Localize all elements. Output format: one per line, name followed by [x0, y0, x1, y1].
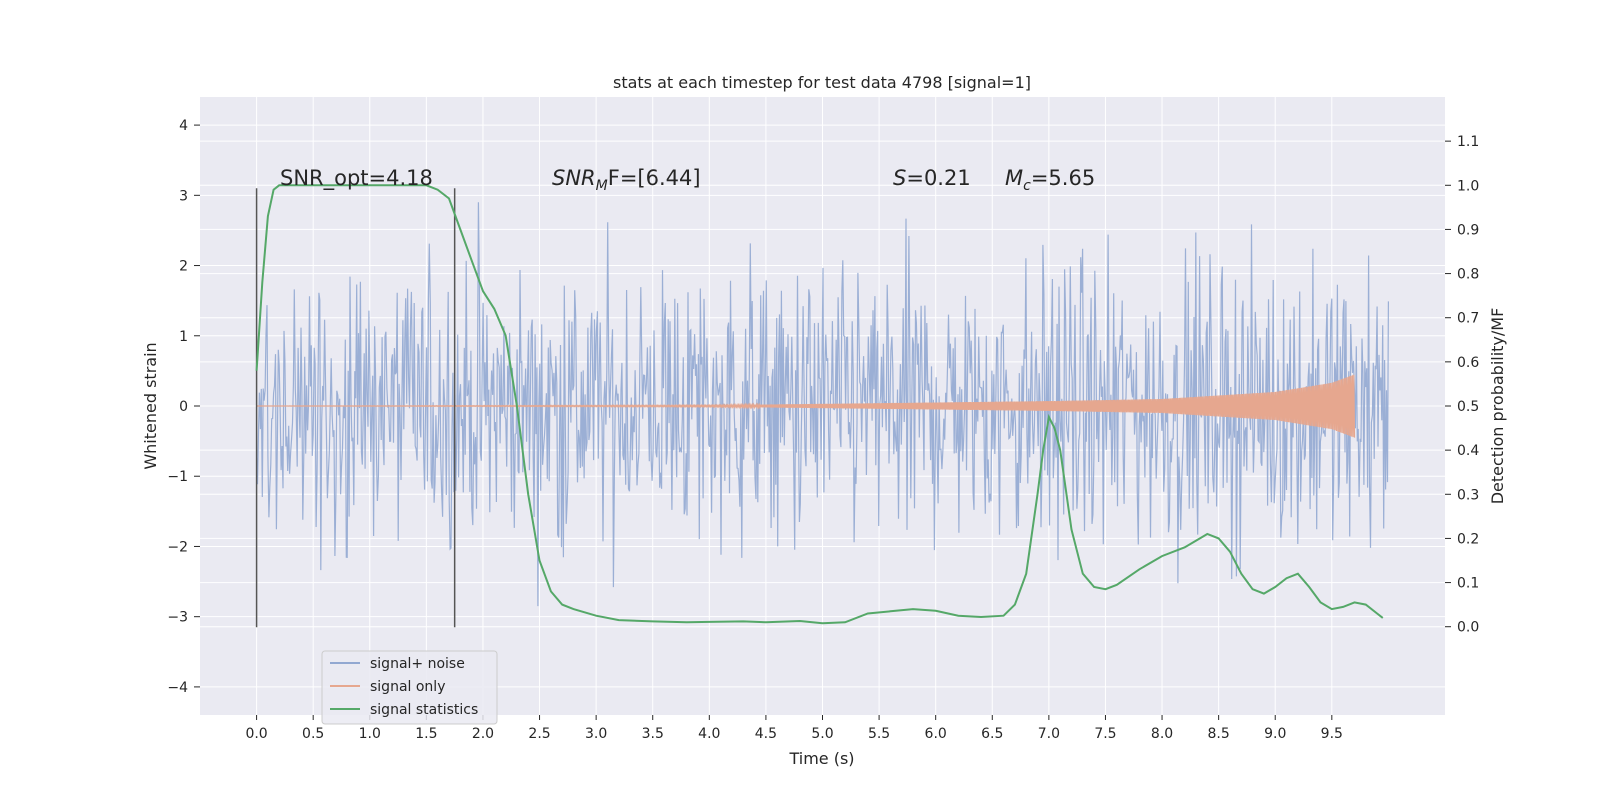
- x-tick-label-10: 5.0: [811, 726, 833, 742]
- series-signal-plus-noise: [256, 202, 1389, 607]
- x-tick-label-16: 8.0: [1151, 726, 1173, 742]
- left-y-tick-label-1: 3: [179, 188, 188, 204]
- legend-label-signal-only: signal only: [370, 679, 445, 695]
- left-y-tick-label-7: −3: [167, 610, 188, 626]
- right-y-tick-label-0: 1.1: [1457, 134, 1479, 150]
- x-tick-label-3: 1.5: [415, 726, 437, 742]
- x-tick-label-12: 6.0: [925, 726, 947, 742]
- x-tick-label-11: 5.5: [868, 726, 890, 742]
- right-y-tick-label-5: 0.6: [1457, 355, 1479, 371]
- x-tick-label-6: 3.0: [585, 726, 607, 742]
- x-tick-label-14: 7.0: [1038, 726, 1060, 742]
- right-y-tick-label-3: 0.8: [1457, 267, 1479, 283]
- signal-plus-noise-line: [256, 202, 1389, 607]
- x-tick-label-9: 4.5: [755, 726, 777, 742]
- snr-mf-subscript: M: [596, 178, 608, 194]
- series-signal-statistics: [255, 184, 1384, 625]
- left-y-tick-label-8: −4: [167, 680, 188, 696]
- s-value: =0.21: [906, 166, 970, 190]
- annotation-mc: Mc=5.65: [1005, 166, 1095, 194]
- x-axis-label: Time (s): [788, 749, 854, 768]
- x-tick-label-4: 2.0: [472, 726, 494, 742]
- right-y-tick-label-4: 0.7: [1457, 311, 1479, 327]
- right-y-tick-label-1: 1.0: [1457, 178, 1479, 194]
- left-y-tick-label-6: −2: [167, 539, 188, 555]
- right-y-tick-label-6: 0.5: [1457, 399, 1479, 415]
- mc-value: =5.65: [1031, 166, 1095, 190]
- right-y-tick-label-7: 0.4: [1457, 443, 1479, 459]
- x-tick-label-0: 0.0: [245, 726, 267, 742]
- annotation-s: S=0.21: [893, 166, 971, 190]
- x-tick-label-1: 0.5: [302, 726, 324, 742]
- x-axis-ticks: 0.0 0.5 1.0 1.5 2.0 2.5 3.0 3.5 4.0 4.5 5.0 5.5 6.0 6…: [245, 715, 1343, 742]
- snr-mf-prefix: SNR: [552, 166, 596, 190]
- right-y-axis-ticks: 1.1 1.0 0.9 0.8 0.7 0.6 0.5 0.4 0.3 0.2 0.1 0.0: [1445, 134, 1479, 636]
- annotation-snr-opt: SNR_opt=4.18: [280, 166, 433, 191]
- vertical-markers: [255, 188, 456, 628]
- legend-label-signal-statistics: signal statistics: [370, 702, 478, 718]
- x-tick-label-13: 6.5: [981, 726, 1003, 742]
- x-tick-label-5: 2.5: [528, 726, 550, 742]
- legend-label-signal-plus-noise: signal+ noise: [370, 656, 465, 672]
- s-variable: S: [893, 166, 906, 190]
- left-y-tick-label-4: 0: [179, 399, 188, 415]
- x-tick-label-7: 3.5: [642, 726, 664, 742]
- series-signal-only: [256, 374, 1356, 438]
- x-tick-label-2: 1.0: [359, 726, 381, 742]
- left-y-tick-label-0: 4: [179, 118, 188, 134]
- mc-variable: M: [1005, 166, 1023, 190]
- right-y-axis-label: Detection probability/MF: [1488, 308, 1507, 505]
- snr-mf-value: F=[6.44]: [608, 166, 701, 190]
- right-y-tick-label-8: 0.3: [1457, 487, 1479, 503]
- annotation-snr-mf: SNRMF=[6.44]: [552, 166, 701, 194]
- x-tick-label-8: 4.0: [698, 726, 720, 742]
- right-y-tick-label-2: 0.9: [1457, 222, 1479, 238]
- left-y-axis-label: Whitened strain: [141, 342, 160, 469]
- x-tick-label-17: 8.5: [1208, 726, 1230, 742]
- legend: signal+ noise signal only signal statist…: [321, 650, 498, 725]
- left-y-tick-label-2: 2: [179, 259, 188, 275]
- signal-only-line: [256, 374, 1356, 438]
- left-y-tick-label-5: −1: [167, 469, 188, 485]
- left-y-axis-ticks: 4 3 2 1 0 −1 −2 −3 −4: [167, 118, 200, 696]
- chart-title: stats at each timestep for test data 479…: [613, 73, 1031, 92]
- x-tick-label-15: 7.5: [1094, 726, 1116, 742]
- legend-box: [321, 650, 498, 725]
- signal-statistics-line: [255, 184, 1384, 625]
- x-tick-label-19: 9.5: [1321, 726, 1343, 742]
- left-y-tick-label-3: 1: [179, 329, 188, 345]
- x-tick-label-18: 9.0: [1264, 726, 1286, 742]
- mc-subscript: c: [1023, 178, 1031, 194]
- right-y-tick-label-11: 0.0: [1457, 620, 1479, 636]
- right-y-tick-label-9: 0.2: [1457, 531, 1479, 547]
- right-y-tick-label-10: 0.1: [1457, 576, 1479, 592]
